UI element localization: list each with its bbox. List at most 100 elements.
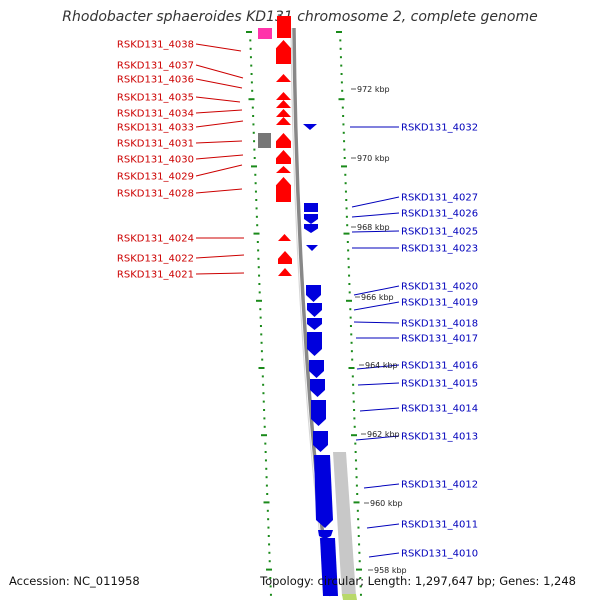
leader-line [195, 164, 243, 177]
kbp-label: 972 kbp [357, 85, 390, 94]
gene-label-left[interactable]: RSKD131_4028 [117, 189, 194, 200]
gene-label-right[interactable]: RSKD131_4027 [401, 193, 478, 204]
leader-line [195, 109, 243, 114]
gene-label-right[interactable]: RSKD131_4011 [401, 520, 478, 531]
gene-reverse [303, 124, 317, 130]
leader-line [195, 254, 245, 259]
leader-line [195, 272, 245, 275]
gene-labels[interactable]: RSKD131_4038 RSKD131_4037 RSKD131_4036 RSKD… [117, 40, 478, 560]
topology-label: Topology: [260, 574, 314, 588]
leader-line [351, 196, 400, 208]
gene-forward [276, 109, 291, 117]
leader-line [195, 188, 243, 194]
gene-forward [278, 251, 292, 264]
gene-label-right[interactable]: RSKD131_4012 [401, 480, 478, 491]
region-bar [333, 452, 356, 596]
gene-label-right[interactable]: RSKD131_4013 [401, 432, 478, 443]
gene-label-left[interactable]: RSKD131_4030 [117, 155, 194, 166]
gene-label-right[interactable]: RSKD131_4014 [401, 404, 478, 415]
gene-label-left[interactable]: RSKD131_4037 [117, 61, 194, 72]
gene-label-left[interactable]: RSKD131_4021 [117, 270, 194, 281]
gene-forward [276, 133, 291, 148]
leader-line [353, 301, 400, 311]
label-leader-lines [195, 43, 400, 558]
gene-label-right[interactable]: RSKD131_4032 [401, 123, 478, 134]
gene-reverse [307, 303, 322, 317]
gene-forward [276, 40, 291, 64]
gene-reverse [306, 285, 321, 302]
gene-forward [276, 177, 291, 202]
genes-value: 1,248 [543, 574, 576, 588]
gene-reverse [314, 455, 333, 528]
gene-pseudo [258, 133, 271, 148]
gene-reverse [307, 318, 322, 330]
gene-label-right[interactable]: RSKD131_4023 [401, 244, 478, 255]
gene-label-left[interactable]: RSKD131_4038 [117, 40, 194, 51]
region-bars [333, 452, 357, 600]
gene-reverse [309, 360, 324, 378]
gene-label-left[interactable]: RSKD131_4033 [117, 123, 194, 134]
map-title: Rhodobacter sphaeroides KD131 chromosome… [62, 9, 538, 25]
genome-summary: Topology: circular; Length: 1,297,647 bp… [260, 574, 576, 588]
kbp-label: 958 kbp [374, 566, 407, 575]
leader-line [363, 483, 400, 489]
gene-label-right[interactable]: RSKD131_4010 [401, 549, 478, 560]
gene-label-left[interactable]: RSKD131_4035 [117, 93, 194, 104]
gene-label-right[interactable]: RSKD131_4015 [401, 379, 478, 390]
gene-label-left[interactable]: RSKD131_4034 [117, 109, 194, 120]
topology-value: circular [317, 574, 361, 588]
gene-reverse [304, 224, 318, 233]
leader-line [195, 154, 244, 160]
gene-forward [276, 166, 291, 173]
leader-line [351, 230, 400, 233]
genes-label: Genes: [499, 574, 540, 588]
accession-info: Accession: NC_011958 [9, 574, 140, 588]
ruler-ticks [246, 31, 363, 596]
gene-label-right[interactable]: RSKD131_4017 [401, 334, 478, 345]
gene-reverse [313, 431, 328, 452]
gene-forward [276, 74, 291, 82]
gene-reverse [304, 203, 318, 212]
leader-line [351, 212, 400, 218]
gene-reverse [318, 530, 333, 539]
kbp-label: 964 kbp [365, 361, 398, 370]
gene-label-left[interactable]: RSKD131_4024 [117, 234, 194, 245]
length-label: Length: [367, 574, 412, 588]
kbp-label: 970 kbp [357, 154, 390, 163]
gene-forward [278, 268, 292, 276]
gene-forward [278, 234, 291, 241]
gene-reverse [320, 538, 338, 596]
gene-reverse [311, 400, 326, 426]
gene-label-right[interactable]: RSKD131_4019 [401, 298, 478, 309]
gene-features[interactable] [258, 16, 338, 596]
accession-label: Accession: [9, 574, 70, 588]
gene-label-left[interactable]: RSKD131_4022 [117, 254, 194, 265]
leader-line [353, 321, 400, 324]
accession-value: NC_011958 [73, 574, 140, 588]
gene-label-right[interactable]: RSKD131_4018 [401, 319, 478, 330]
gene-label-right[interactable]: RSKD131_4016 [401, 361, 478, 372]
gene-forward [276, 92, 291, 100]
kbp-label: 962 kbp [367, 430, 400, 439]
gene-label-left[interactable]: RSKD131_4029 [117, 172, 194, 183]
gene-label-left[interactable]: RSKD131_4031 [117, 139, 194, 150]
gene-reverse [304, 214, 318, 224]
leader-line [356, 364, 400, 370]
gene-label-left[interactable]: RSKD131_4036 [117, 75, 194, 86]
leader-line [195, 140, 243, 144]
gene-forward [276, 150, 291, 164]
leader-line [195, 78, 243, 89]
leader-line [368, 552, 400, 558]
kbp-label: 960 kbp [370, 499, 403, 508]
gene-label-right[interactable]: RSKD131_4026 [401, 209, 478, 220]
gene-reverse [306, 245, 318, 251]
leader-line [359, 407, 400, 412]
length-value: 1,297,647 bp [414, 574, 492, 588]
leader-line [195, 43, 242, 52]
gene-label-right[interactable]: RSKD131_4020 [401, 282, 478, 293]
leader-line [195, 64, 244, 79]
gene-label-right[interactable]: RSKD131_4025 [401, 227, 478, 238]
gene-rna [258, 28, 272, 39]
gene-reverse [310, 379, 325, 397]
